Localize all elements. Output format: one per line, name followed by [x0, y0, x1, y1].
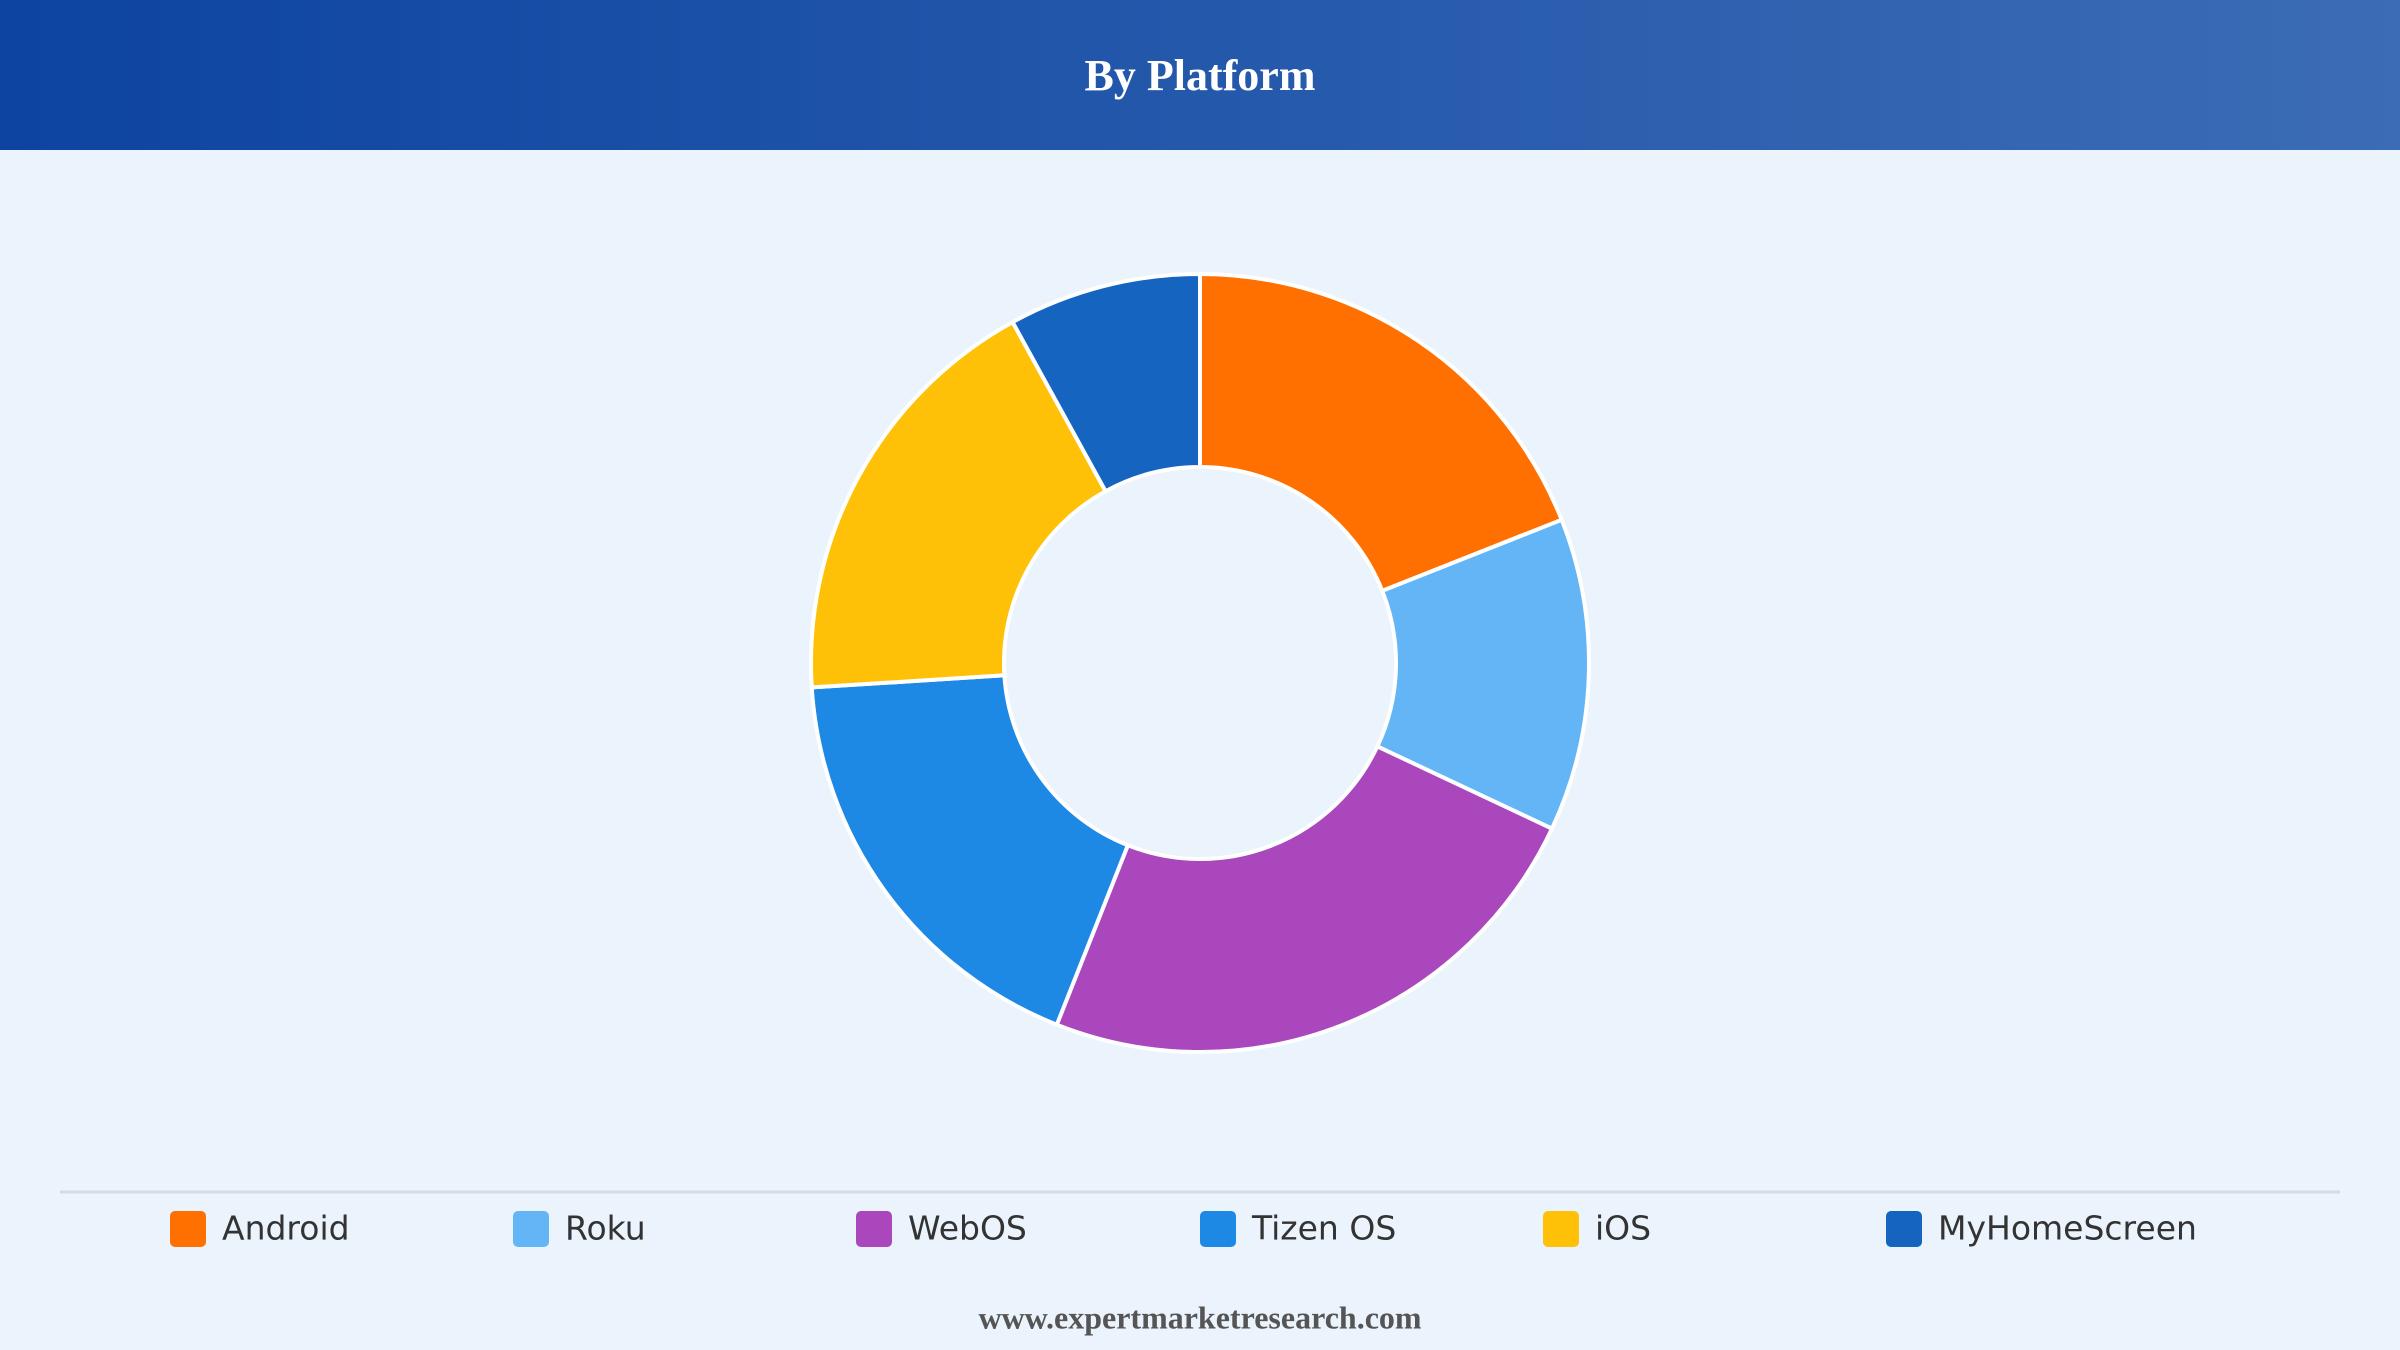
- legend-label: Android: [222, 1209, 350, 1248]
- slice: [809, 319, 1109, 690]
- slice: [809, 673, 1131, 1028]
- legend-label: iOS: [1595, 1209, 1651, 1248]
- legend-swatch: [1543, 1211, 1579, 1247]
- legend-swatch: [856, 1211, 892, 1247]
- legend-swatch: [170, 1211, 206, 1247]
- legend-label: Roku: [565, 1209, 646, 1248]
- chart-title: By Platform: [1085, 51, 1316, 100]
- slice: [1054, 743, 1555, 1054]
- legend-swatch: [513, 1211, 549, 1247]
- donut: [809, 271, 1591, 1054]
- slice: [1198, 271, 1565, 594]
- source: www.expertmarketresearch.com: [978, 1299, 1421, 1335]
- legend-label: Tizen OS: [1251, 1209, 1396, 1248]
- legend-swatch: [1200, 1211, 1236, 1247]
- legend-label: WebOS: [908, 1209, 1027, 1248]
- legend-label: MyHomeScreen: [1938, 1209, 2197, 1248]
- legend: Android Roku WebOS Tizen OS iOS MyHomeScreen: [170, 1209, 2197, 1248]
- slice: [1009, 271, 1202, 494]
- slice: [1374, 517, 1591, 832]
- header-bar: [0, 0, 2400, 150]
- legend-swatch: [1886, 1211, 1922, 1247]
